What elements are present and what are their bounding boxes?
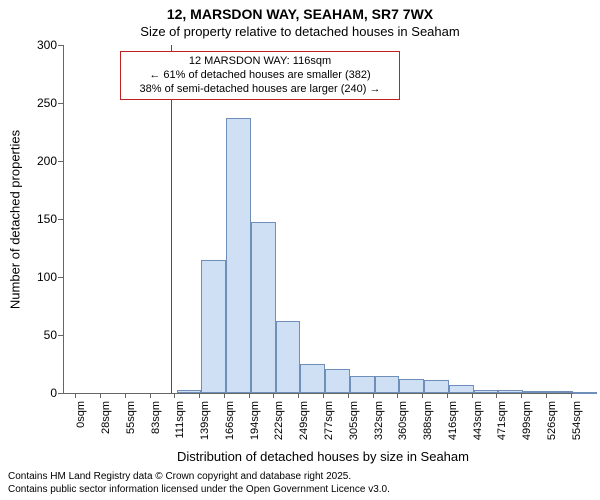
y-tick-mark [58, 393, 63, 394]
histogram-bar [201, 260, 226, 393]
x-tick-mark [348, 393, 349, 398]
x-tick-mark [571, 393, 572, 398]
y-tick-mark [58, 335, 63, 336]
callout-line: 12 MARSDON WAY: 116sqm [127, 55, 393, 69]
x-tick-label: 305sqm [348, 401, 360, 451]
y-tick-label: 300 [29, 38, 57, 52]
x-tick-label: 277sqm [323, 401, 335, 451]
x-tick-label: 554sqm [571, 401, 583, 451]
callout-line: 38% of semi-detached houses are larger (… [127, 83, 393, 97]
x-tick-label: 249sqm [298, 401, 310, 451]
chart-footer: Contains HM Land Registry data © Crown c… [8, 471, 390, 496]
chart-title-sub: Size of property relative to detached ho… [0, 24, 600, 39]
histogram-bar [276, 321, 301, 393]
x-tick-label: 471sqm [496, 401, 508, 451]
x-tick-label: 166sqm [224, 401, 236, 451]
histogram-bar [300, 364, 325, 393]
x-tick-mark [100, 393, 101, 398]
y-tick-label: 200 [29, 154, 57, 168]
histogram-bar [350, 376, 375, 393]
x-axis-label: Distribution of detached houses by size … [63, 449, 583, 464]
x-tick-label: 111sqm [174, 401, 186, 451]
x-tick-label: 443sqm [472, 401, 484, 451]
y-axis-label: Number of detached properties [8, 130, 23, 310]
x-tick-mark [422, 393, 423, 398]
y-tick-label: 150 [29, 212, 57, 226]
x-tick-label: 499sqm [521, 401, 533, 451]
y-tick-mark [58, 219, 63, 220]
y-tick-mark [58, 45, 63, 46]
histogram-bar [177, 390, 202, 393]
x-tick-label: 222sqm [273, 401, 285, 451]
x-tick-label: 360sqm [397, 401, 409, 451]
x-tick-label: 0sqm [75, 401, 87, 451]
x-tick-mark [75, 393, 76, 398]
x-tick-mark [174, 393, 175, 398]
y-tick-mark [58, 103, 63, 104]
x-tick-mark [447, 393, 448, 398]
y-tick-label: 100 [29, 270, 57, 284]
footer-line-1: Contains HM Land Registry data © Crown c… [8, 471, 390, 484]
x-tick-mark [323, 393, 324, 398]
x-tick-mark [397, 393, 398, 398]
x-tick-mark [249, 393, 250, 398]
x-tick-label: 526sqm [546, 401, 558, 451]
x-tick-label: 83sqm [150, 401, 162, 451]
callout-box: 12 MARSDON WAY: 116sqm← 61% of detached … [120, 51, 400, 100]
x-tick-mark [496, 393, 497, 398]
x-tick-label: 139sqm [199, 401, 211, 451]
histogram-bar [449, 385, 474, 393]
x-tick-mark [150, 393, 151, 398]
histogram-bar [474, 390, 499, 393]
histogram-bar [325, 369, 350, 393]
callout-line: ← 61% of detached houses are smaller (38… [127, 69, 393, 83]
x-tick-mark [273, 393, 274, 398]
histogram-bar [375, 376, 400, 393]
y-tick-mark [58, 161, 63, 162]
y-tick-label: 0 [29, 386, 57, 400]
histogram-bar [424, 380, 449, 393]
x-tick-mark [521, 393, 522, 398]
x-tick-label: 388sqm [422, 401, 434, 451]
footer-line-2: Contains public sector information licen… [8, 484, 390, 497]
histogram-bar [573, 392, 598, 394]
histogram-bar [226, 118, 251, 393]
x-tick-label: 28sqm [100, 401, 112, 451]
y-tick-label: 50 [29, 328, 57, 342]
x-tick-mark [472, 393, 473, 398]
x-tick-label: 416sqm [447, 401, 459, 451]
histogram-bar [548, 391, 573, 393]
x-tick-mark [298, 393, 299, 398]
x-tick-label: 55sqm [125, 401, 137, 451]
x-tick-mark [373, 393, 374, 398]
x-tick-mark [224, 393, 225, 398]
y-tick-mark [58, 277, 63, 278]
histogram-bar [399, 379, 424, 393]
x-tick-mark [546, 393, 547, 398]
x-tick-mark [199, 393, 200, 398]
x-tick-label: 194sqm [249, 401, 261, 451]
histogram-bar [498, 390, 523, 393]
histogram-bar [523, 391, 548, 393]
histogram-bar [251, 222, 276, 393]
chart-title-main: 12, MARSDON WAY, SEAHAM, SR7 7WX [0, 6, 600, 22]
x-tick-mark [125, 393, 126, 398]
y-tick-label: 250 [29, 96, 57, 110]
x-tick-label: 332sqm [373, 401, 385, 451]
